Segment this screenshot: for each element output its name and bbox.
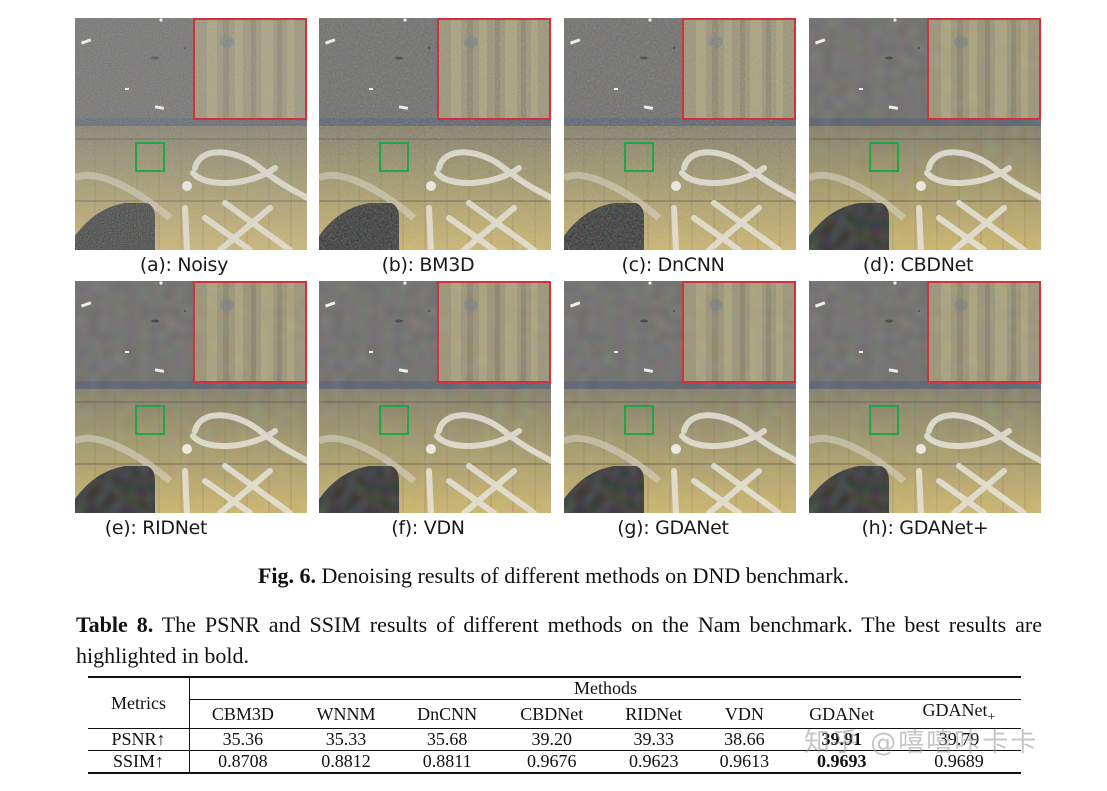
- panel-label: (f): VDN: [391, 517, 465, 539]
- panel-bm3d: [319, 18, 551, 250]
- zoom-inset: [682, 18, 796, 120]
- zoom-inset: [682, 281, 796, 383]
- cell-best: 0.9693: [786, 750, 897, 773]
- zoom-inset: [927, 281, 1041, 383]
- panel-label: (e): RIDNet: [104, 517, 208, 539]
- panel-label: (b): BM3D: [381, 254, 475, 276]
- cell: 0.8812: [295, 750, 397, 773]
- table-caption-text: The PSNR and SSIM results of different m…: [76, 612, 1042, 668]
- panel-vdn: [319, 281, 551, 513]
- metric-label: PSNR↑: [88, 728, 190, 751]
- panel-dncnn: [564, 18, 796, 250]
- col-header: CBDNet: [520, 703, 584, 724]
- cell: 0.9623: [605, 750, 703, 773]
- table-caption: Table 8. The PSNR and SSIM results of di…: [76, 609, 1042, 671]
- zoom-inset: [193, 18, 307, 120]
- zoom-inset: [927, 18, 1041, 120]
- roi-box: [135, 142, 165, 172]
- figure-caption-prefix: Fig. 6.: [257, 563, 317, 588]
- cell-best: 39.91: [786, 728, 897, 751]
- roi-box: [624, 142, 654, 172]
- panel-label: (d): CBDNet: [862, 254, 974, 276]
- table-caption-prefix: Table 8.: [76, 612, 154, 637]
- zoom-inset: [437, 18, 551, 120]
- col-header: DnCNN: [417, 703, 478, 724]
- figure-caption-text: Denoising results of different methods o…: [316, 563, 850, 588]
- cell: 35.33: [295, 728, 397, 751]
- zoom-inset: [437, 281, 551, 383]
- metric-label: SSIM↑: [88, 750, 190, 773]
- roi-box: [135, 405, 165, 435]
- panel-cbdnet: [809, 18, 1041, 250]
- panel-label: (h): GDANet+: [861, 517, 989, 539]
- col-header: VDN: [724, 703, 764, 724]
- roi-box: [624, 405, 654, 435]
- cell: 38.66: [702, 728, 787, 751]
- panel-gdanet-plus: [809, 281, 1041, 513]
- cell: 39.20: [498, 728, 606, 751]
- column-headers: CBM3D WNNM DnCNN CBDNet RIDNet VDN GDANe…: [88, 700, 1021, 729]
- row-header-label: Metrics: [88, 677, 190, 729]
- cell: 39.79: [896, 728, 1021, 751]
- panel-label: (c): DnCNN: [621, 254, 725, 276]
- cell: 0.9613: [702, 750, 787, 773]
- zoom-inset: [193, 281, 307, 383]
- col-header: GDANet: [809, 703, 875, 724]
- panel-ridnet: [75, 281, 307, 513]
- cell: 0.8811: [396, 750, 499, 773]
- group-header: Methods: [189, 677, 1021, 700]
- roi-box: [869, 142, 899, 172]
- results-table: Metrics Methods CBM3D WNNM DnCNN CBDNet …: [88, 676, 1021, 774]
- col-header: WNNM: [316, 703, 376, 724]
- roi-box: [379, 142, 409, 172]
- cell: 0.9689: [896, 750, 1021, 773]
- cell: 35.68: [396, 728, 499, 751]
- col-header-gdanet-plus: GDANet+: [922, 700, 996, 725]
- panel-label: (g): GDANet: [617, 517, 729, 539]
- table-row: PSNR↑ 35.36 35.33 35.68 39.20 39.33 38.6…: [88, 728, 1021, 751]
- roi-box: [379, 405, 409, 435]
- cell: 0.9676: [498, 750, 606, 773]
- col-header: RIDNet: [625, 703, 683, 724]
- panel-gdanet: [564, 281, 796, 513]
- cell: 0.8708: [189, 750, 296, 773]
- cell: 35.36: [189, 728, 296, 751]
- col-header: CBM3D: [211, 703, 274, 724]
- roi-box: [869, 405, 899, 435]
- table-row: SSIM↑ 0.8708 0.8812 0.8811 0.9676 0.9623…: [88, 750, 1021, 773]
- panel-label: (a): Noisy: [139, 254, 229, 276]
- cell: 39.33: [605, 728, 703, 751]
- figure-caption: Fig. 6. Denoising results of different m…: [0, 563, 1107, 589]
- panel-noisy: [75, 18, 307, 250]
